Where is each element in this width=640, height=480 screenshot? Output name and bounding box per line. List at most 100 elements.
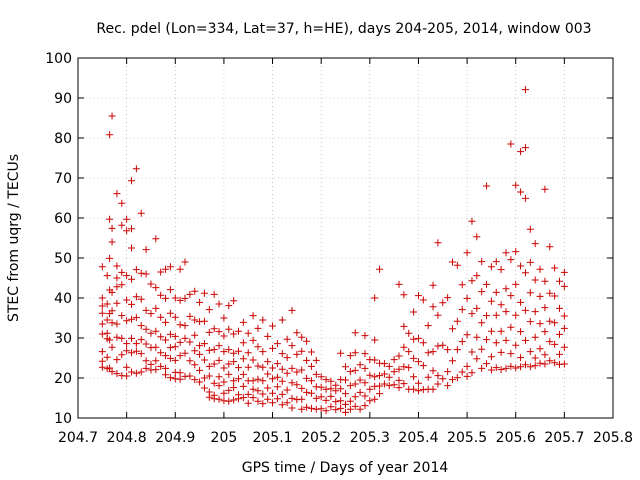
x-tick-label: 205.7	[544, 430, 584, 446]
data-point	[215, 342, 223, 350]
data-point	[526, 363, 534, 371]
data-point	[166, 354, 174, 362]
x-tick-label: 204.8	[107, 430, 147, 446]
data-point	[235, 395, 242, 403]
data-point	[346, 397, 354, 405]
data-point	[327, 385, 335, 393]
data-point	[171, 294, 179, 302]
data-point	[113, 299, 121, 307]
data-point	[449, 376, 456, 384]
data-point	[230, 396, 238, 404]
data-point	[390, 368, 398, 376]
data-point	[312, 356, 320, 364]
data-point	[196, 342, 204, 350]
data-point	[429, 281, 437, 289]
data-point	[200, 317, 208, 325]
data-point	[269, 364, 277, 372]
data-point	[317, 393, 325, 401]
data-point	[200, 374, 208, 382]
data-point	[512, 280, 520, 288]
data-point	[502, 285, 510, 293]
data-point	[512, 248, 520, 256]
data-point	[230, 330, 238, 338]
data-point	[210, 360, 218, 368]
data-point	[483, 280, 491, 288]
data-point	[254, 397, 262, 405]
data-point	[98, 302, 106, 310]
data-point	[526, 258, 534, 266]
data-point	[200, 384, 208, 392]
data-point	[264, 370, 272, 378]
data-point	[521, 361, 529, 369]
data-point	[108, 224, 116, 232]
data-point	[551, 340, 559, 348]
data-point	[230, 384, 238, 392]
data-point	[259, 316, 267, 324]
data-point	[205, 393, 213, 401]
data-point	[337, 397, 345, 405]
data-point	[546, 243, 554, 251]
data-point	[205, 372, 213, 380]
data-point	[162, 364, 170, 372]
data-point	[113, 274, 121, 282]
data-point	[244, 399, 252, 407]
data-point	[264, 332, 272, 340]
data-point	[191, 316, 199, 324]
data-point	[269, 375, 277, 383]
data-point	[371, 395, 379, 403]
data-point	[118, 268, 126, 276]
data-point	[376, 390, 384, 398]
data-point	[239, 394, 247, 402]
x-tick-label: 204.7	[58, 430, 98, 446]
data-point	[191, 347, 199, 355]
data-point	[478, 319, 486, 327]
data-point	[371, 294, 379, 302]
data-point	[108, 307, 116, 315]
data-point	[468, 369, 476, 377]
data-point	[458, 368, 466, 376]
data-point	[215, 373, 223, 381]
x-tick-label: 205.5	[447, 430, 487, 446]
data-point	[103, 316, 111, 324]
data-point	[361, 392, 369, 400]
data-point	[492, 364, 500, 372]
data-point	[176, 338, 184, 346]
data-point	[128, 244, 135, 252]
data-point	[517, 328, 525, 336]
data-point	[303, 403, 311, 411]
data-point	[123, 227, 131, 235]
data-point	[380, 370, 388, 378]
data-point	[405, 329, 413, 337]
data-point	[492, 288, 500, 296]
data-point	[512, 181, 520, 189]
data-point	[157, 349, 165, 357]
data-point	[98, 263, 106, 271]
data-point	[293, 381, 301, 389]
data-point	[560, 268, 568, 276]
data-point	[429, 348, 437, 356]
data-point	[517, 262, 525, 270]
data-point	[288, 379, 296, 387]
data-point	[220, 378, 228, 386]
data-point	[113, 190, 121, 198]
data-point	[225, 360, 233, 368]
data-point	[327, 392, 335, 400]
data-point	[128, 315, 135, 323]
data-point	[468, 217, 476, 225]
data-point	[98, 363, 106, 371]
data-point	[414, 292, 422, 300]
data-point	[278, 365, 286, 373]
data-point	[366, 397, 374, 405]
data-point	[434, 239, 442, 247]
data-point	[176, 265, 184, 273]
x-tick-label: 205.8	[593, 430, 633, 446]
data-point	[191, 376, 199, 384]
data-point	[478, 258, 486, 266]
data-point	[405, 348, 413, 356]
data-point	[531, 276, 539, 284]
data-point	[98, 357, 106, 365]
data-point	[410, 354, 418, 362]
data-point	[298, 347, 306, 355]
